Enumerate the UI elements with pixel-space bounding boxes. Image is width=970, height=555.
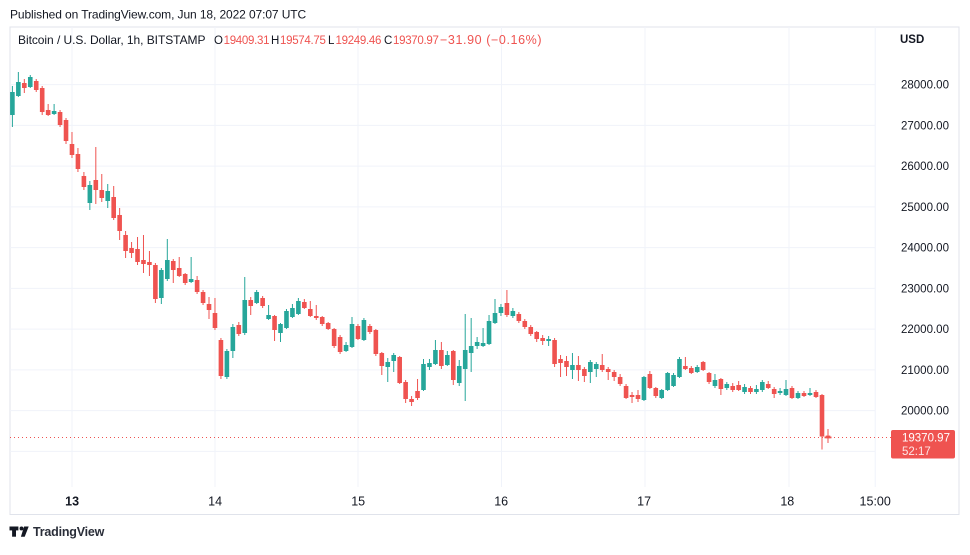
svg-text:17: 17 xyxy=(637,495,651,509)
svg-text:USD: USD xyxy=(900,34,924,46)
svg-text:22000.00: 22000.00 xyxy=(901,324,949,336)
svg-text:O: O xyxy=(214,35,223,47)
svg-text:19574.75: 19574.75 xyxy=(280,35,326,47)
svg-text:25000.00: 25000.00 xyxy=(901,202,949,214)
svg-text:Bitcoin / U.S. Dollar, 1h, BIT: Bitcoin / U.S. Dollar, 1h, BITSTAMP xyxy=(18,33,205,47)
svg-text:TradingView: TradingView xyxy=(33,525,105,539)
svg-text:19370.97: 19370.97 xyxy=(393,35,439,47)
svg-text:15:00: 15:00 xyxy=(860,495,891,509)
svg-text:19249.46: 19249.46 xyxy=(336,35,382,47)
svg-text:13: 13 xyxy=(65,495,79,509)
svg-text:24000.00: 24000.00 xyxy=(901,243,949,255)
svg-text:20000.00: 20000.00 xyxy=(901,406,949,418)
svg-text:52:17: 52:17 xyxy=(902,446,931,458)
svg-text:14: 14 xyxy=(208,495,222,509)
svg-text:16: 16 xyxy=(494,495,508,509)
svg-text:19409.31: 19409.31 xyxy=(224,35,270,47)
svg-text:28000.00: 28000.00 xyxy=(901,80,949,92)
svg-text:L: L xyxy=(328,35,335,47)
svg-text:18: 18 xyxy=(780,495,794,509)
svg-text:21000.00: 21000.00 xyxy=(901,365,949,377)
svg-text:26000.00: 26000.00 xyxy=(901,161,949,173)
svg-text:C: C xyxy=(384,35,392,47)
svg-text:27000.00: 27000.00 xyxy=(901,120,949,132)
svg-text:15: 15 xyxy=(351,495,365,509)
svg-text:−31.90 (−0.16%): −31.90 (−0.16%) xyxy=(440,33,542,47)
svg-text:Published on TradingView.com,: Published on TradingView.com, Jun 18, 20… xyxy=(10,8,307,22)
svg-text:19370.97: 19370.97 xyxy=(902,433,950,445)
svg-text:H: H xyxy=(271,35,279,47)
svg-text:23000.00: 23000.00 xyxy=(901,283,949,295)
